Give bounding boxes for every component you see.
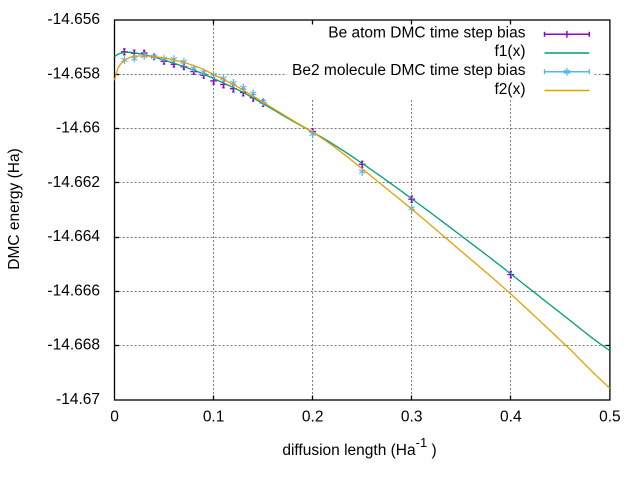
svg-text:f1(x): f1(x) bbox=[495, 43, 526, 60]
svg-text:0.4: 0.4 bbox=[500, 408, 522, 425]
svg-text:0.5: 0.5 bbox=[599, 408, 621, 425]
svg-text:-14.67: -14.67 bbox=[56, 391, 100, 408]
svg-text:f2(x): f2(x) bbox=[495, 81, 526, 98]
svg-text:Be atom DMC time step bias: Be atom DMC time step bias bbox=[328, 25, 526, 42]
svg-text:0.3: 0.3 bbox=[401, 408, 423, 425]
svg-text:0.1: 0.1 bbox=[203, 408, 225, 425]
svg-text:0.2: 0.2 bbox=[302, 408, 324, 425]
svg-text:DMC energy (Ha): DMC energy (Ha) bbox=[6, 148, 23, 269]
svg-text:-14.662: -14.662 bbox=[47, 174, 100, 191]
svg-text:-14.666: -14.666 bbox=[47, 282, 100, 299]
svg-text:-14.664: -14.664 bbox=[47, 228, 100, 245]
svg-text:-14.656: -14.656 bbox=[47, 11, 100, 28]
svg-text:-14.66: -14.66 bbox=[56, 120, 100, 137]
svg-text:-14.658: -14.658 bbox=[47, 65, 100, 82]
svg-text:Be2 molecule DMC time step bia: Be2 molecule DMC time step bias bbox=[292, 62, 526, 79]
svg-text:-14.668: -14.668 bbox=[47, 337, 100, 354]
svg-text:0: 0 bbox=[110, 408, 119, 425]
